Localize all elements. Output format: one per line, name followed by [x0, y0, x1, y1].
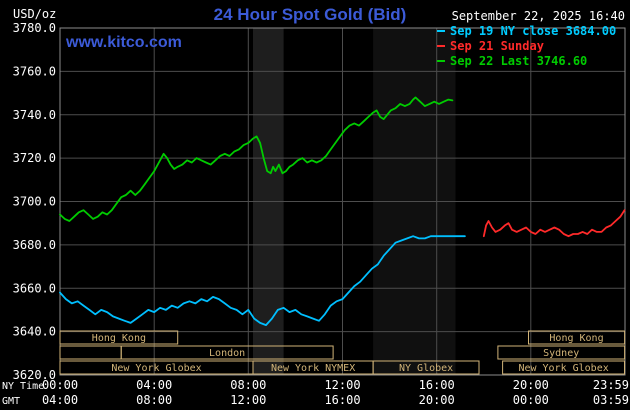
x-tick-gmt: 08:00 — [136, 393, 172, 407]
legend-dash-icon — [437, 29, 445, 32]
y-tick-label: 3720.0 — [13, 151, 56, 165]
session-label: New York Globex — [518, 363, 608, 374]
x-tick-gmt: 03:59 — [593, 393, 629, 407]
gmt-label: GMT — [2, 396, 20, 407]
session-label: London — [209, 348, 245, 359]
y-tick-label: 3660.0 — [13, 281, 56, 295]
x-tick-gmt: 04:00 — [42, 393, 78, 407]
session-label: NY Globex — [399, 363, 453, 374]
y-tick-label: 3740.0 — [13, 108, 56, 122]
y-tick-label: 3680.0 — [13, 238, 56, 252]
x-tick-gmt: 16:00 — [324, 393, 360, 407]
session-box — [59, 330, 179, 345]
x-tick-ny: 23:59 — [593, 378, 629, 392]
session-label: New York NYMEX — [271, 363, 355, 374]
session-box — [120, 345, 334, 360]
x-tick-ny: 00:00 — [42, 378, 78, 392]
session-box — [59, 345, 122, 360]
x-tick-ny: 08:00 — [230, 378, 266, 392]
legend-dash-icon — [437, 44, 445, 47]
x-tick-ny: 16:00 — [419, 378, 455, 392]
x-tick-ny: 04:00 — [136, 378, 172, 392]
legend-item: Sep 21 Sunday — [437, 38, 616, 53]
session-box — [502, 360, 626, 375]
x-tick-gmt: 12:00 — [230, 393, 266, 407]
y-tick-label: 3760.0 — [13, 64, 56, 78]
session-box — [528, 330, 626, 345]
legend-dash-icon — [437, 59, 445, 62]
session-label: Hong Kong — [549, 333, 603, 344]
y-tick-label: 3640.0 — [13, 325, 56, 339]
legend: Sep 19 NY close 3684.00 Sep 21 Sunday Sep … — [437, 23, 616, 68]
series-sep22-last — [59, 96, 454, 222]
session-label: Hong Kong — [92, 333, 146, 344]
y-tick-label: 3620.0 — [13, 368, 56, 382]
legend-label: Sep 21 Sunday — [450, 38, 544, 53]
chart-datetime: September 22, 2025 16:40 — [451, 9, 625, 23]
x-tick-gmt: 20:00 — [419, 393, 455, 407]
kitco-link[interactable]: www.kitco.com — [66, 34, 182, 51]
plot-border — [59, 27, 626, 376]
y-tick-label: 3700.0 — [13, 195, 56, 209]
y-tick-label: 3780.0 — [13, 21, 56, 35]
chart-title: 24 Hour Spot Gold (Bid) — [213, 5, 407, 24]
series-sep21-sunday — [482, 209, 626, 238]
legend-item: Sep 19 NY close 3684.00 — [437, 23, 616, 38]
ny-time-label: NY Time — [2, 381, 44, 392]
session-label: New York Globex — [111, 363, 201, 374]
session-box — [497, 345, 626, 360]
x-tick-ny: 20:00 — [513, 378, 549, 392]
x-tick-ny: 12:00 — [324, 378, 360, 392]
legend-label: Sep 22 Last 3746.60 — [450, 53, 588, 68]
legend-label: Sep 19 NY close 3684.00 — [450, 23, 617, 38]
session-box — [372, 360, 480, 375]
session-label: Sydney — [543, 348, 579, 359]
x-tick-gmt: 00:00 — [513, 393, 549, 407]
series-sep19-ny-close — [59, 235, 466, 327]
units-label: USD/oz — [13, 7, 57, 21]
legend-item: Sep 22 Last 3746.60 — [437, 53, 616, 68]
